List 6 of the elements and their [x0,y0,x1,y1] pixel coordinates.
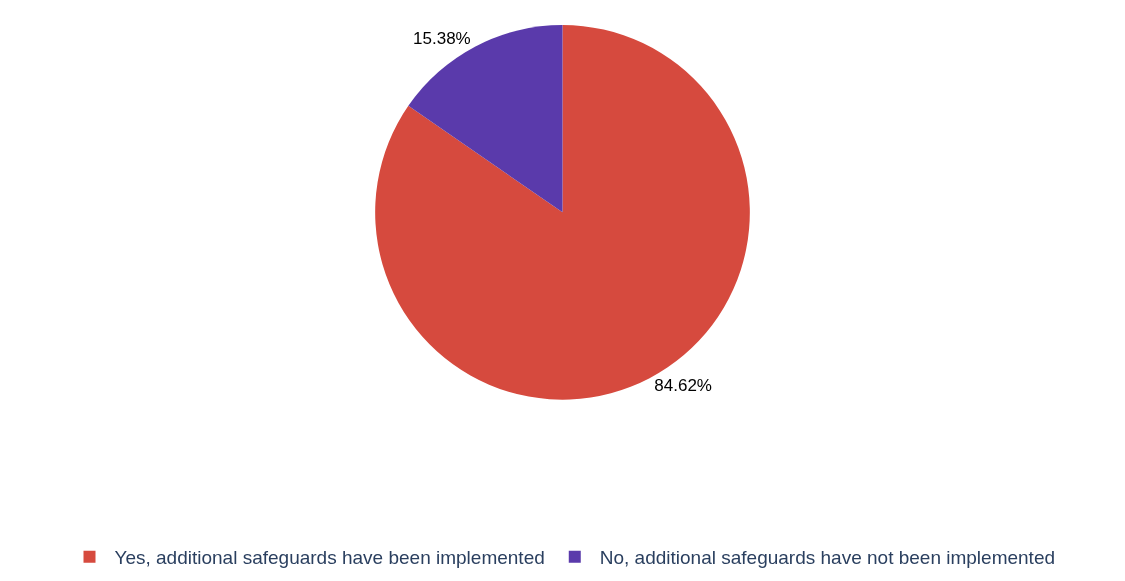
legend-label: Yes, additional safeguards have been implemented [114,547,545,569]
data-label: 84.62% [654,376,712,396]
legend-label: No, additional safeguards have not been implemented [599,547,1056,569]
pie-slice [408,25,563,213]
pie-slice [375,25,750,400]
data-label: 15.38% [413,29,471,49]
